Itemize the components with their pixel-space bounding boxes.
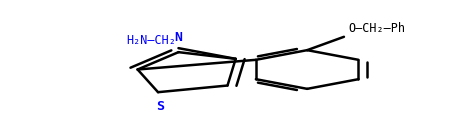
Text: N: N [174, 31, 182, 44]
Text: O—CH₂—Ph: O—CH₂—Ph [348, 23, 405, 35]
Text: S: S [156, 100, 164, 113]
Text: H₂N—CH₂: H₂N—CH₂ [126, 34, 177, 47]
